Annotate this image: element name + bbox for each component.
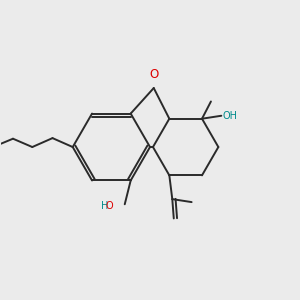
Text: OH: OH	[223, 111, 238, 121]
Text: O: O	[149, 68, 158, 82]
Text: O: O	[105, 201, 113, 211]
Text: H: H	[101, 201, 108, 211]
